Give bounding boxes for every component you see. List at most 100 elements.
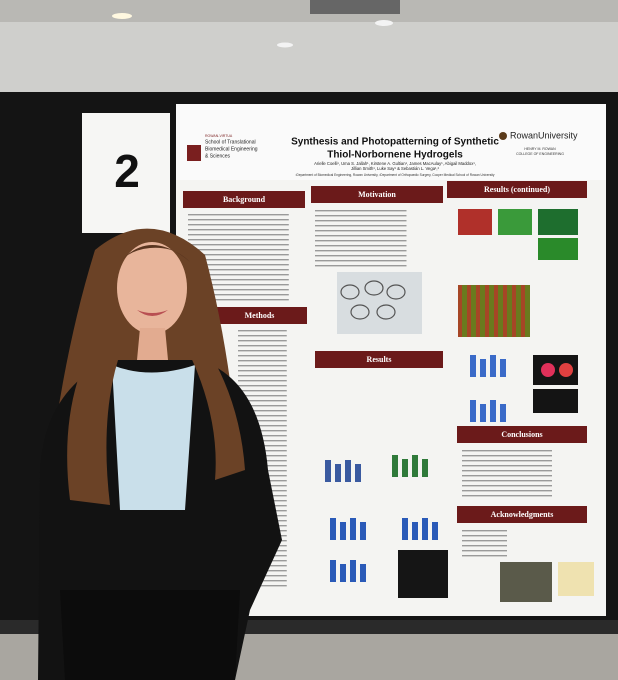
trousers <box>60 590 240 680</box>
text-line <box>315 215 407 217</box>
text-line <box>238 330 287 332</box>
bar-figure <box>355 464 361 482</box>
dish <box>386 284 406 300</box>
text-line <box>462 550 507 552</box>
stripe <box>521 285 525 337</box>
section-header <box>457 506 587 523</box>
person <box>38 228 282 680</box>
text-line <box>188 234 289 236</box>
bar-figure <box>325 460 331 482</box>
text-line <box>238 360 287 362</box>
text-line <box>462 495 552 497</box>
text-line <box>315 230 407 232</box>
text-line <box>462 535 507 537</box>
bar-figure <box>470 355 476 377</box>
dish <box>350 304 370 320</box>
bar-figure <box>330 518 336 540</box>
text-line <box>238 395 287 397</box>
text-line <box>238 415 287 417</box>
text-line <box>188 299 289 301</box>
text-line <box>188 219 289 221</box>
text-line <box>462 475 552 477</box>
ceiling-light <box>112 13 132 19</box>
text-line <box>238 375 287 377</box>
bar-figure <box>412 522 418 540</box>
bar-figure <box>490 355 496 377</box>
poster-authors: Arielle Coelli¹, Uma S. Jallah¹, Kirsten… <box>314 161 476 166</box>
section-header <box>457 426 587 443</box>
text-line <box>188 249 289 251</box>
stripe <box>467 285 471 337</box>
ceiling-light <box>277 42 293 48</box>
face <box>117 242 187 334</box>
poster-title: Thiol-Norbornene Hydrogels <box>327 150 463 161</box>
hair-top <box>120 245 190 262</box>
bar-figure <box>480 404 486 422</box>
cell <box>541 363 555 377</box>
text-line <box>462 480 552 482</box>
text-line <box>462 545 507 547</box>
bar-figure <box>340 564 346 582</box>
hair-right <box>190 345 245 480</box>
text-line <box>462 455 552 457</box>
text-line <box>462 460 552 462</box>
text-line <box>188 254 289 256</box>
bar-figure <box>392 455 398 477</box>
photo <box>500 562 552 602</box>
text-line <box>238 345 287 347</box>
text-line <box>238 430 287 432</box>
text-line <box>188 274 289 276</box>
section-title: Results <box>367 355 392 364</box>
text-line <box>315 250 407 252</box>
dish <box>364 280 384 296</box>
poster: ROWAN-VIRTUA School of Translational Bio… <box>176 104 606 616</box>
bar-figure <box>500 404 506 422</box>
text-line <box>315 225 407 227</box>
text-line <box>462 530 507 532</box>
section-header <box>311 186 443 203</box>
text-line <box>238 385 287 387</box>
logo-text: HENRY M. ROWAN <box>524 147 556 151</box>
section-title: Methods <box>245 311 275 320</box>
neck <box>137 328 168 360</box>
text-line <box>238 400 287 402</box>
text-line <box>238 585 287 587</box>
section-title: Motivation <box>358 190 396 199</box>
text-line <box>188 279 289 281</box>
figure <box>533 389 578 413</box>
text-line <box>315 240 407 242</box>
section-title: Results (continued) <box>484 185 550 194</box>
bar-figure <box>422 459 428 477</box>
stripe <box>494 285 498 337</box>
text-line <box>188 269 289 271</box>
figure <box>538 238 578 260</box>
text-line <box>188 244 289 246</box>
poster-authors: Jillian Smith¹, Luke Say¹ & Sebastián L.… <box>351 166 440 171</box>
logo-text: School of Translational <box>205 139 256 145</box>
section-title: Conclusions <box>501 430 542 439</box>
bar-figure <box>350 560 356 582</box>
poster-title: Synthesis and Photopatterning of Synthet… <box>291 137 499 148</box>
logo-mark <box>499 132 507 140</box>
logo <box>558 562 594 596</box>
bar-figure <box>350 518 356 540</box>
bar-figure <box>402 459 408 477</box>
text-line <box>188 229 289 231</box>
figure <box>337 272 422 334</box>
text-line <box>315 245 407 247</box>
bar-figure <box>340 522 346 540</box>
stripe <box>458 285 462 337</box>
section-header <box>447 181 587 198</box>
stripe <box>512 285 516 337</box>
section-title: Background <box>223 195 266 204</box>
logo-text: COLLEGE OF ENGINEERING <box>516 152 564 156</box>
text-line <box>188 224 289 226</box>
text-line <box>238 370 287 372</box>
shirt <box>112 365 195 510</box>
figure <box>538 209 578 235</box>
text-line <box>238 420 287 422</box>
section-header <box>183 191 305 208</box>
logo-text: & Sciences <box>205 153 231 159</box>
text-line <box>188 259 289 261</box>
